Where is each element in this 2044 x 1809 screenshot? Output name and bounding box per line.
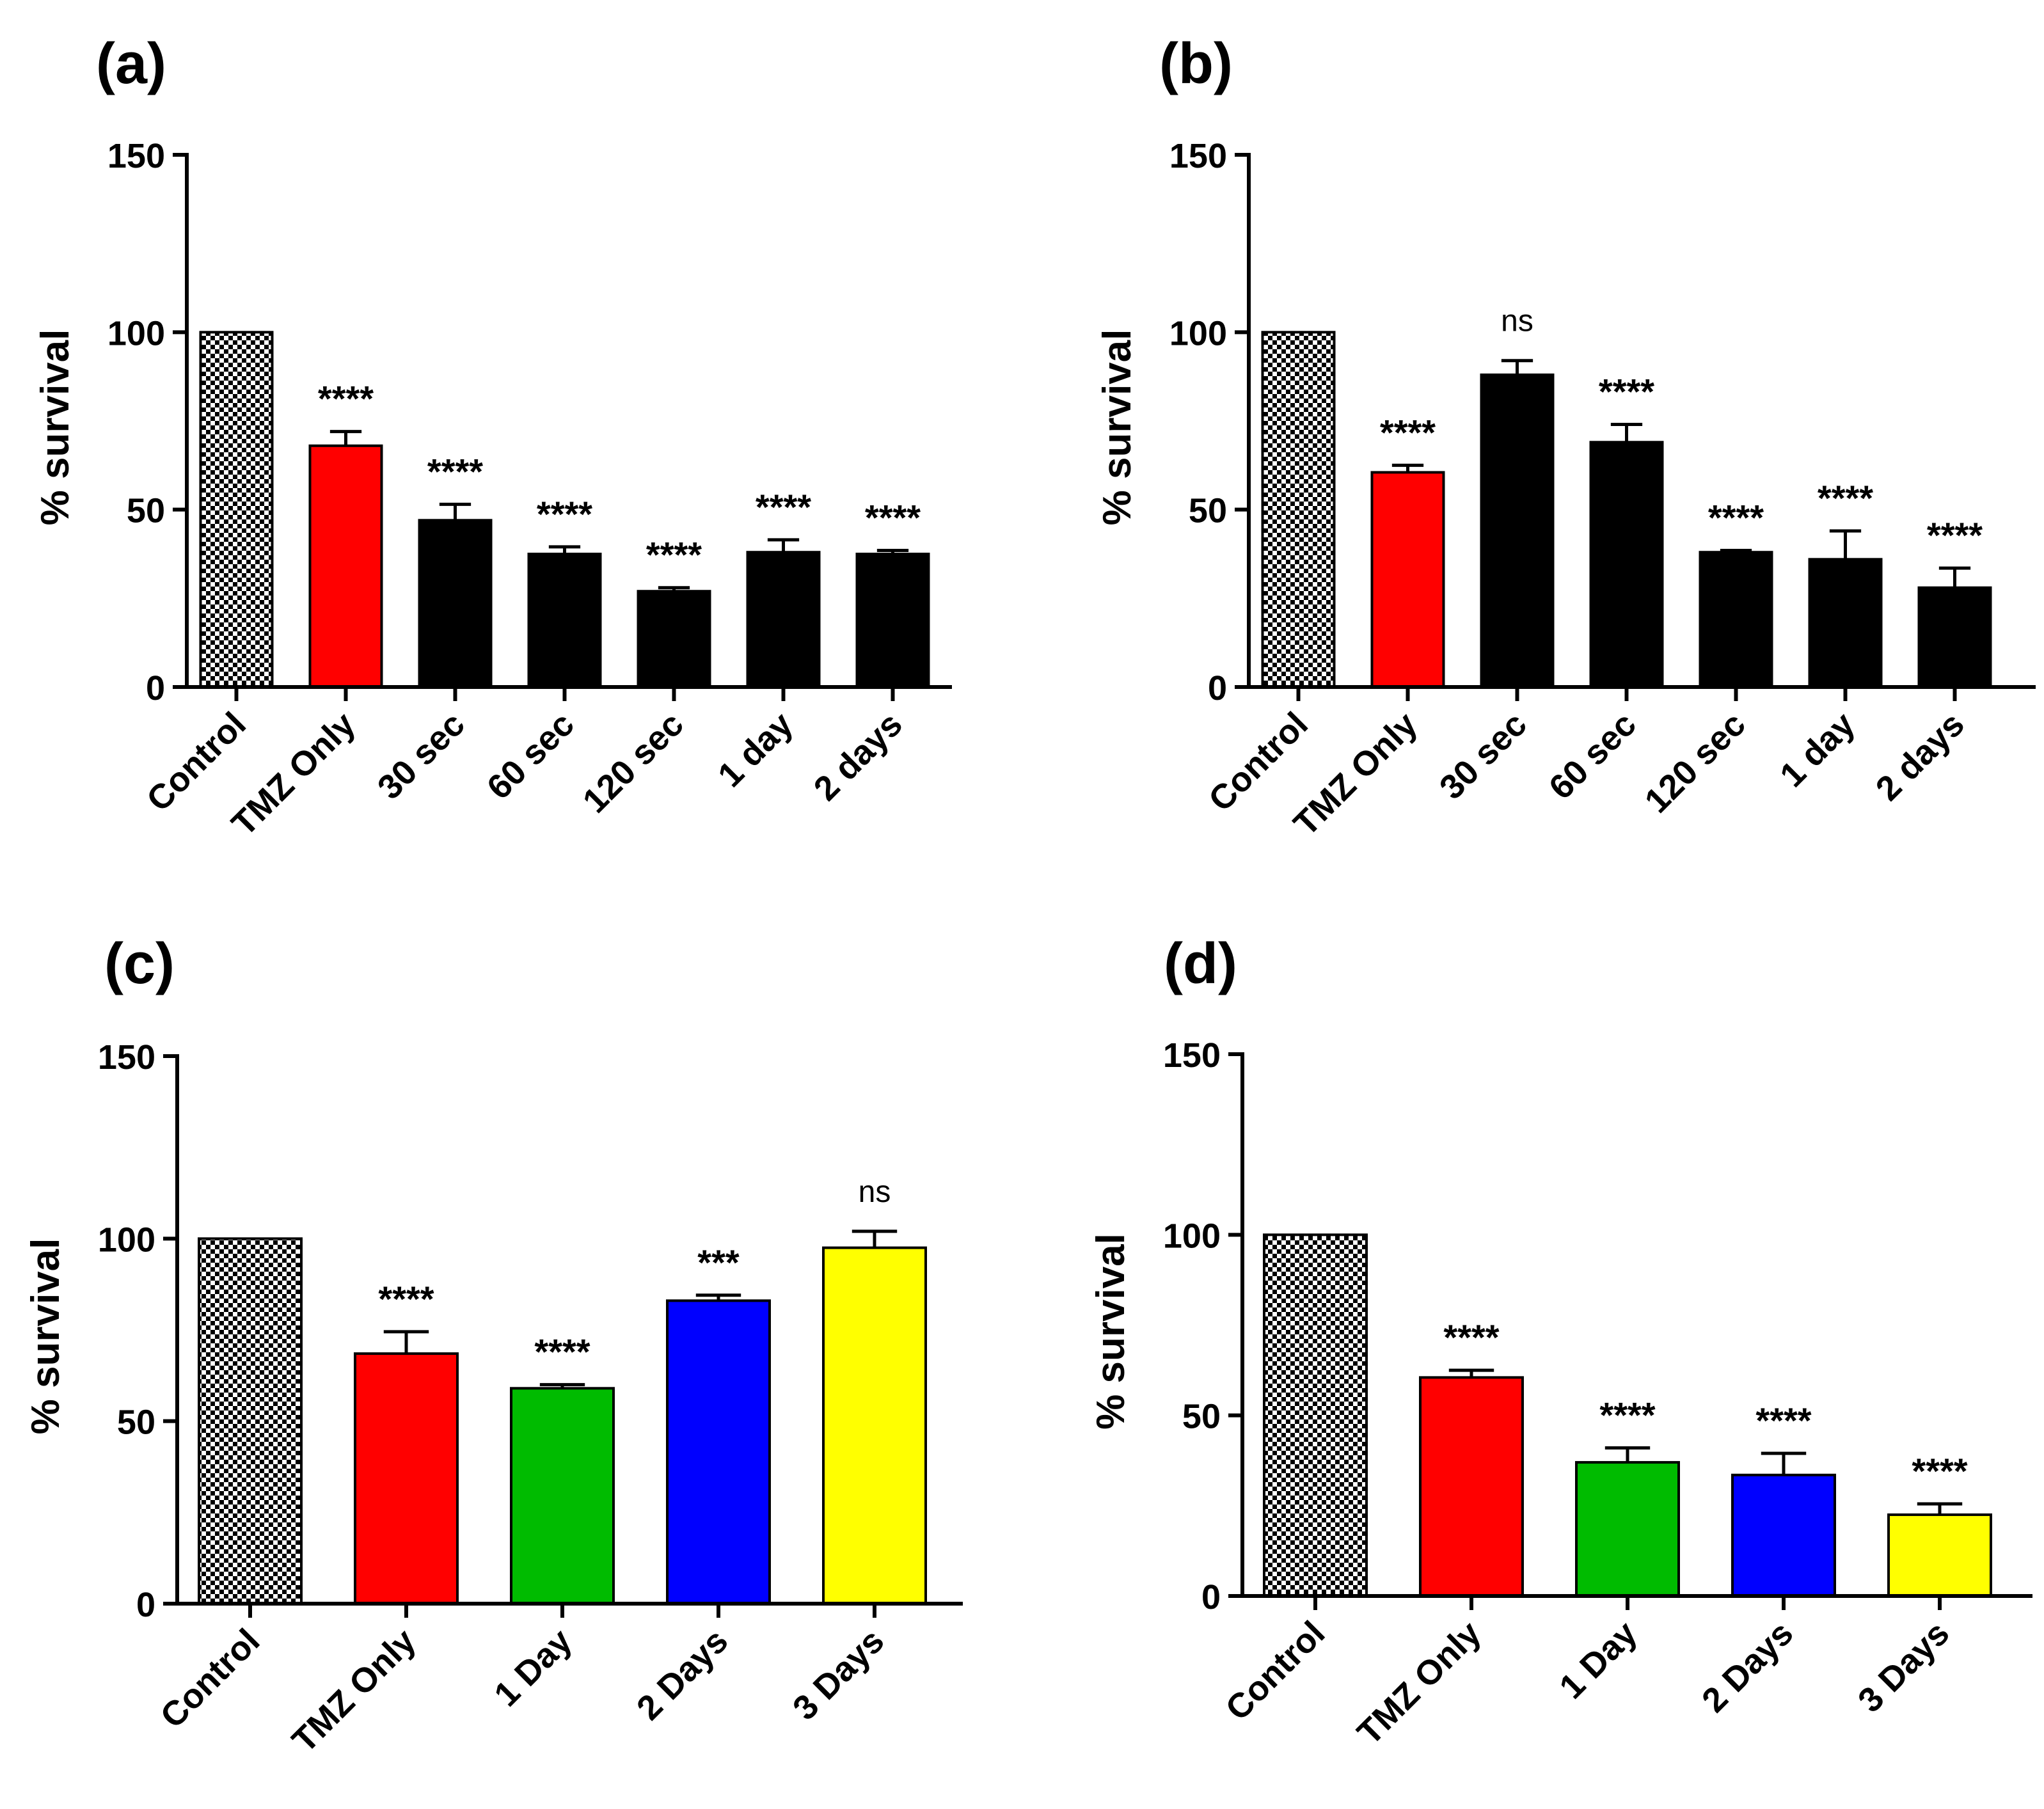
significance-label: **** bbox=[1380, 412, 1436, 452]
panel-a: (a) % survival 0 50 100 150 Control **** TMZ On… bbox=[0, 0, 1022, 904]
bar bbox=[510, 1387, 615, 1605]
y-tick-label: 50 bbox=[1182, 1398, 1221, 1436]
significance-label: ns bbox=[859, 1175, 891, 1209]
bar bbox=[418, 519, 493, 688]
significance-label: **** bbox=[1912, 1451, 1967, 1491]
x-tick-label: 3 Days bbox=[1851, 1614, 1957, 1720]
bar bbox=[1480, 373, 1555, 688]
x-tick-label: TMZ Only bbox=[1350, 1614, 1488, 1752]
bar bbox=[637, 590, 711, 688]
bar bbox=[1731, 1473, 1836, 1597]
y-axis-label: % survival bbox=[1089, 1233, 1133, 1430]
bar bbox=[1917, 586, 1992, 689]
panel-b: (b) % survival 0 50 100 150 Control **** TMZ On… bbox=[1022, 0, 2043, 904]
x-tick-label: 30 sec bbox=[370, 705, 472, 807]
significance-label: **** bbox=[865, 497, 921, 537]
y-tick-label: 50 bbox=[127, 492, 165, 530]
y-tick-label: 150 bbox=[107, 137, 165, 175]
significance-label: **** bbox=[534, 1332, 590, 1372]
x-tick-label: 2 Days bbox=[630, 1622, 736, 1728]
panel-label-d: (d) bbox=[1164, 932, 1237, 996]
x-tick-label: 2 days bbox=[1869, 705, 1972, 808]
x-tick-label: 60 sec bbox=[1542, 705, 1644, 807]
bar bbox=[1261, 331, 1336, 688]
significance-label: **** bbox=[1818, 478, 1873, 518]
bar bbox=[746, 551, 821, 689]
bar bbox=[666, 1299, 771, 1605]
significance-label: **** bbox=[378, 1279, 434, 1319]
bar bbox=[199, 331, 274, 688]
y-axis-label: % survival bbox=[24, 1238, 68, 1435]
y-tick-label: 100 bbox=[1169, 314, 1227, 352]
y-tick-label: 50 bbox=[117, 1403, 155, 1442]
significance-label: **** bbox=[537, 494, 592, 534]
panel-label-b: (b) bbox=[1159, 32, 1233, 96]
significance-label: **** bbox=[427, 451, 483, 491]
bar bbox=[527, 553, 602, 688]
x-tick-label: Control bbox=[1218, 1614, 1332, 1728]
x-tick-label: Control bbox=[139, 705, 253, 819]
y-tick-label: 0 bbox=[1208, 669, 1227, 707]
panel-c: (c) % survival 0 50 100 150 Control **** TMZ On… bbox=[0, 904, 1022, 1809]
bar bbox=[1887, 1513, 1992, 1598]
y-tick-label: 0 bbox=[1201, 1578, 1221, 1616]
bar-chart-d: % survival 0 50 100 150 Control **** TMZ Only **… bbox=[1089, 1036, 2032, 1752]
bar bbox=[198, 1237, 303, 1605]
significance-label: **** bbox=[756, 487, 811, 527]
x-tick-label: TMZ Only bbox=[285, 1622, 423, 1760]
y-tick-label: 150 bbox=[98, 1038, 155, 1077]
y-tick-label: 50 bbox=[1189, 492, 1227, 530]
bar bbox=[1808, 558, 1883, 688]
y-tick-label: 0 bbox=[146, 669, 165, 707]
significance-label: **** bbox=[318, 379, 374, 419]
significance-label: ns bbox=[1501, 304, 1533, 338]
significance-label: **** bbox=[1599, 1394, 1655, 1435]
y-tick-label: 150 bbox=[1163, 1036, 1221, 1075]
bar bbox=[1419, 1376, 1524, 1597]
bar bbox=[1370, 471, 1445, 689]
panel-d: (d) % survival 0 50 100 150 Control **** TMZ On… bbox=[1022, 904, 2043, 1809]
bar-chart-c: % survival 0 50 100 150 Control **** TMZ Only **… bbox=[24, 1038, 963, 1760]
bar bbox=[1263, 1233, 1368, 1597]
bar bbox=[855, 553, 930, 688]
bar bbox=[354, 1352, 459, 1605]
bar bbox=[1589, 441, 1664, 689]
x-tick-label: 120 sec bbox=[1638, 705, 1753, 820]
x-tick-label: 1 day bbox=[711, 705, 800, 794]
bar bbox=[308, 444, 383, 688]
x-tick-label: 120 sec bbox=[576, 705, 691, 820]
x-tick-label: 2 Days bbox=[1695, 1614, 1801, 1720]
significance-label: **** bbox=[1443, 1317, 1499, 1357]
x-tick-label: Control bbox=[1201, 705, 1315, 819]
y-tick-label: 100 bbox=[107, 314, 165, 352]
significance-label: **** bbox=[1927, 515, 1983, 555]
bar bbox=[822, 1246, 927, 1605]
x-tick-label: 3 Days bbox=[786, 1622, 892, 1728]
y-tick-label: 0 bbox=[136, 1586, 155, 1624]
x-tick-label: 1 day bbox=[1773, 705, 1862, 794]
significance-label: **** bbox=[1599, 372, 1654, 412]
panel-label-a: (a) bbox=[96, 32, 166, 96]
x-tick-label: 2 days bbox=[807, 705, 910, 808]
y-tick-label: 100 bbox=[1163, 1217, 1221, 1255]
bar bbox=[1699, 551, 1773, 689]
significance-label: **** bbox=[1708, 497, 1764, 537]
significance-label: **** bbox=[1755, 1400, 1811, 1441]
x-tick-label: 60 sec bbox=[480, 705, 582, 807]
x-tick-label: 1 Day bbox=[487, 1622, 579, 1714]
y-tick-label: 100 bbox=[98, 1220, 155, 1259]
x-tick-label: 30 sec bbox=[1432, 705, 1534, 807]
bar bbox=[1575, 1461, 1680, 1597]
y-axis-label: % survival bbox=[33, 329, 77, 526]
y-axis-label: % survival bbox=[1095, 329, 1139, 526]
significance-label: **** bbox=[646, 535, 702, 575]
x-tick-label: 1 Day bbox=[1552, 1614, 1644, 1706]
panel-label-c: (c) bbox=[104, 932, 175, 996]
y-tick-label: 150 bbox=[1169, 137, 1227, 175]
x-tick-label: Control bbox=[153, 1622, 267, 1735]
significance-label: *** bbox=[697, 1242, 740, 1283]
